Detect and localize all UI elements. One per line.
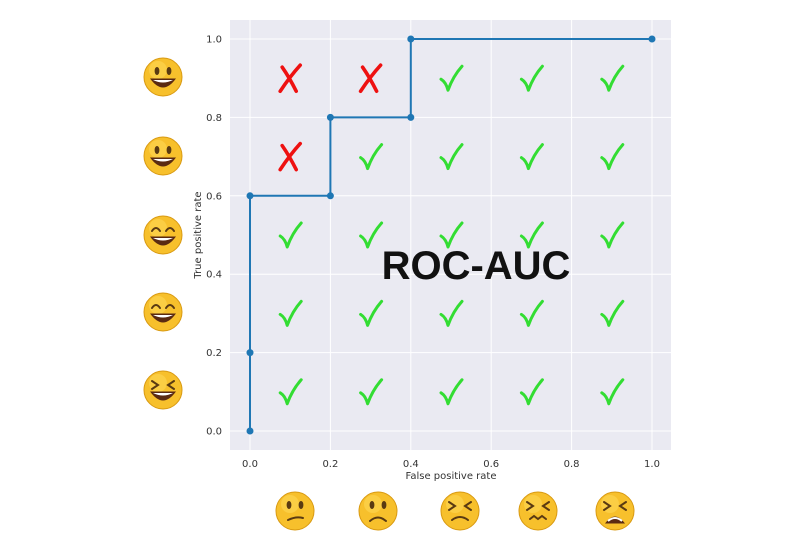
grinning-face-icon xyxy=(143,57,183,97)
tired-face-icon xyxy=(595,491,635,531)
roc-point xyxy=(407,35,415,43)
roc-point xyxy=(326,192,334,200)
y-tick-label: 0.2 xyxy=(206,348,222,359)
check-mark-icon xyxy=(439,299,464,327)
check-mark-icon xyxy=(439,143,464,171)
beaming-face-icon xyxy=(143,292,183,332)
cross-mark-icon xyxy=(278,63,302,93)
x-tick-label: 0.8 xyxy=(564,459,580,470)
check-mark-icon xyxy=(439,221,464,249)
check-mark-icon xyxy=(278,299,303,327)
roc-point xyxy=(246,349,254,357)
check-mark-icon xyxy=(519,64,544,92)
check-mark-icon xyxy=(359,221,384,249)
chart-title: ROC-AUC xyxy=(382,244,571,288)
x-tick-label: 0.4 xyxy=(403,459,419,470)
x-tick-label: 0.2 xyxy=(322,459,338,470)
smiley-face-icon xyxy=(143,136,183,176)
check-mark-icon xyxy=(519,221,544,249)
check-mark-icon xyxy=(600,299,625,327)
check-mark-icon xyxy=(278,221,303,249)
squinting-laugh-face-icon xyxy=(143,370,183,410)
check-mark-icon xyxy=(439,64,464,92)
emoji-faces xyxy=(143,57,635,531)
x-axis-label: False positive rate xyxy=(406,471,497,482)
frowning-face-icon xyxy=(358,491,398,531)
y-tick-label: 0.0 xyxy=(206,427,222,438)
y-tick-label: 0.4 xyxy=(206,270,222,281)
check-mark-icon xyxy=(278,378,303,406)
roc-series xyxy=(246,35,656,435)
x-tick-label: 0.0 xyxy=(242,459,258,470)
roc-point xyxy=(326,113,334,121)
check-mark-icon xyxy=(600,221,625,249)
check-mark-icon xyxy=(359,299,384,327)
check-mark-icon xyxy=(359,378,384,406)
confused-face-icon xyxy=(275,491,315,531)
x-tick-labels: 0.0 0.2 0.4 0.6 0.8 1.0 xyxy=(242,459,660,470)
check-mark-icon xyxy=(359,143,384,171)
roc-point xyxy=(407,113,415,121)
grid-marks xyxy=(278,63,625,406)
check-mark-icon xyxy=(600,64,625,92)
y-tick-labels: 0.0 0.2 0.4 0.6 0.8 1.0 xyxy=(206,35,222,438)
dizzy-face-icon xyxy=(440,491,480,531)
y-tick-label: 0.6 xyxy=(206,191,222,202)
roc-point xyxy=(648,35,656,43)
plot-background xyxy=(230,20,671,450)
big-grin-face-icon xyxy=(143,215,183,255)
y-axis-label: True positive rate xyxy=(193,191,204,279)
check-mark-icon xyxy=(519,299,544,327)
y-tick-label: 1.0 xyxy=(206,35,222,46)
check-mark-icon xyxy=(519,143,544,171)
roc-point xyxy=(246,192,254,200)
cross-mark-icon xyxy=(358,63,383,93)
roc-point xyxy=(246,427,254,435)
check-mark-icon xyxy=(600,378,625,406)
check-mark-icon xyxy=(600,143,625,171)
y-tick-label: 0.8 xyxy=(206,113,222,124)
roc-curve-line xyxy=(249,38,652,431)
x-tick-label: 0.6 xyxy=(483,459,499,470)
x-tick-label: 1.0 xyxy=(644,459,660,470)
cross-mark-icon xyxy=(278,141,302,172)
confounded-face-icon xyxy=(518,491,558,531)
check-mark-icon xyxy=(519,378,544,406)
check-mark-icon xyxy=(439,378,464,406)
